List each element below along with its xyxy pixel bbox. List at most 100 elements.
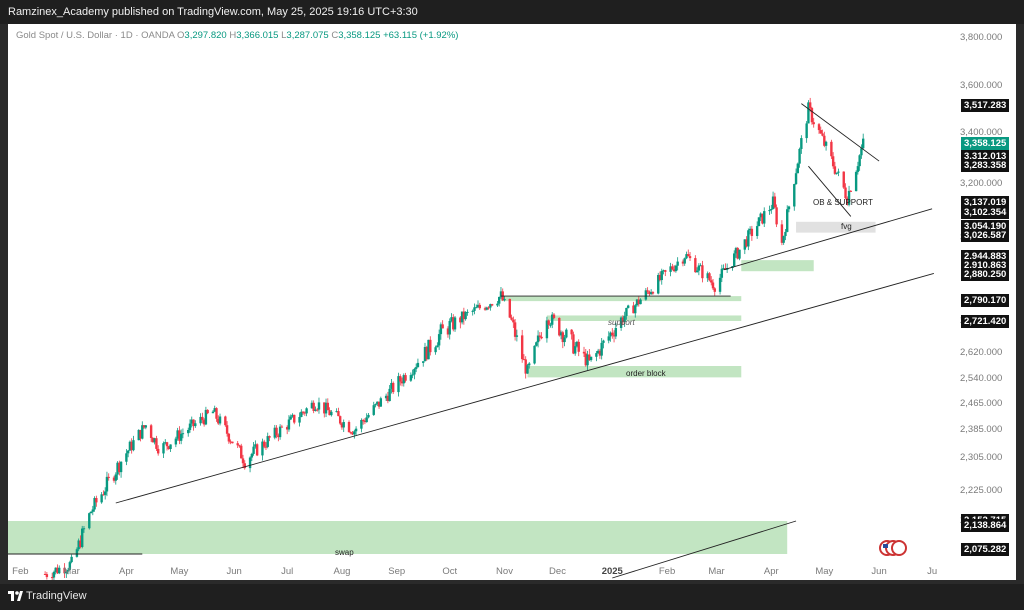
candle-body bbox=[713, 288, 716, 292]
time-tick-label: Sep bbox=[388, 566, 406, 577]
price-tick-label: 2,305.000 bbox=[960, 452, 1003, 463]
time-tick-label: Apr bbox=[763, 566, 779, 577]
candle-body bbox=[361, 420, 365, 422]
candle-body bbox=[471, 310, 474, 312]
candle-body bbox=[399, 376, 402, 382]
candle-body bbox=[243, 463, 246, 469]
candle-body bbox=[551, 314, 554, 325]
price-scale-label: 2,138.864 bbox=[961, 519, 1010, 532]
candle-body bbox=[128, 441, 132, 451]
candle-body bbox=[225, 425, 229, 434]
close-value: 3,358.125 bbox=[338, 30, 381, 41]
candle-body bbox=[202, 420, 206, 425]
candle-body bbox=[632, 305, 635, 314]
candle-body bbox=[174, 438, 178, 445]
candle-body bbox=[211, 411, 215, 414]
candle-body bbox=[536, 335, 540, 343]
candle-body bbox=[835, 172, 838, 174]
price-chart[interactable] bbox=[8, 24, 1016, 580]
candle-body bbox=[201, 416, 204, 421]
candle-body bbox=[771, 196, 775, 209]
candle-body bbox=[287, 419, 291, 430]
candle-body bbox=[374, 404, 377, 406]
candle-body bbox=[351, 432, 354, 435]
candle-body bbox=[637, 299, 640, 305]
candle-body bbox=[798, 148, 801, 164]
candle-body bbox=[565, 329, 568, 338]
candle-body bbox=[178, 430, 181, 441]
candle-body bbox=[600, 342, 603, 356]
candle-body bbox=[577, 341, 580, 352]
candle-body bbox=[761, 213, 764, 224]
candle-body bbox=[787, 206, 791, 210]
candle-body bbox=[264, 446, 268, 448]
candle-body bbox=[91, 509, 95, 512]
candle-body bbox=[250, 453, 254, 458]
candle-body bbox=[413, 368, 416, 375]
candle-body bbox=[293, 414, 296, 423]
fvg-annotation: fvg bbox=[841, 222, 852, 231]
candle-body bbox=[747, 230, 750, 247]
candle-body bbox=[367, 414, 370, 418]
candle-body bbox=[229, 441, 232, 443]
candle-body bbox=[340, 423, 344, 428]
candle-body bbox=[611, 332, 614, 336]
candle-body bbox=[775, 207, 778, 225]
candle-body bbox=[310, 402, 314, 409]
candle-body bbox=[402, 375, 405, 384]
candle-body bbox=[192, 419, 195, 427]
candle-body bbox=[722, 268, 725, 270]
candle-body bbox=[429, 339, 432, 353]
candle-body bbox=[817, 124, 821, 131]
candle-body bbox=[858, 155, 861, 167]
candle-body bbox=[363, 421, 367, 423]
price-scale-label: 2,880.250 bbox=[961, 268, 1010, 281]
zone-fvg bbox=[796, 221, 876, 233]
candle-body bbox=[793, 184, 796, 207]
candle-body bbox=[100, 494, 103, 503]
open-label: O bbox=[177, 30, 185, 41]
candle-body bbox=[575, 341, 579, 347]
candle-body bbox=[743, 239, 747, 250]
candle-body bbox=[496, 303, 499, 306]
chart-pane[interactable]: Gold Spot / U.S. Dollar · 1D · OANDA O 3,… bbox=[8, 24, 1016, 580]
time-tick-label: Mar bbox=[63, 566, 80, 577]
candle-body bbox=[434, 347, 437, 353]
price-tick-label: 2,385.000 bbox=[960, 424, 1003, 435]
candle-body bbox=[738, 249, 741, 259]
time-tick-label: Feb bbox=[658, 566, 676, 577]
candle-body bbox=[687, 254, 690, 257]
candle-body bbox=[649, 292, 653, 295]
candle-body bbox=[602, 340, 605, 343]
candle-body bbox=[132, 440, 135, 451]
candle-body bbox=[483, 308, 487, 310]
candle-body bbox=[187, 429, 190, 434]
zone-box-4 bbox=[741, 260, 814, 272]
candle-body bbox=[268, 436, 271, 438]
candle-body bbox=[142, 425, 146, 428]
price-tick-label: 3,200.000 bbox=[960, 178, 1003, 189]
candle-body bbox=[595, 353, 598, 357]
candle-body bbox=[849, 190, 853, 192]
candle-body bbox=[669, 266, 672, 272]
candle-body bbox=[582, 351, 586, 354]
candle-body bbox=[842, 171, 845, 188]
candle-body bbox=[856, 166, 860, 172]
candle-body bbox=[347, 422, 351, 433]
candle-body bbox=[720, 268, 724, 278]
symbol-title: Gold Spot / U.S. Dollar · 1D · OANDA bbox=[16, 30, 175, 41]
candle-body bbox=[464, 312, 467, 320]
candle-body bbox=[621, 317, 625, 323]
candle-body bbox=[462, 311, 466, 320]
candle-body bbox=[513, 322, 517, 337]
ob-support-annotation: OB & SUPPORT bbox=[813, 198, 873, 207]
candle-body bbox=[63, 567, 66, 574]
candle-body bbox=[520, 335, 524, 360]
candle-body bbox=[300, 411, 303, 417]
candle-body bbox=[88, 513, 91, 529]
candle-body bbox=[635, 299, 639, 306]
candle-body bbox=[238, 445, 241, 447]
candle-body bbox=[646, 290, 649, 292]
candle-body bbox=[95, 498, 98, 503]
candle-body bbox=[573, 346, 577, 354]
